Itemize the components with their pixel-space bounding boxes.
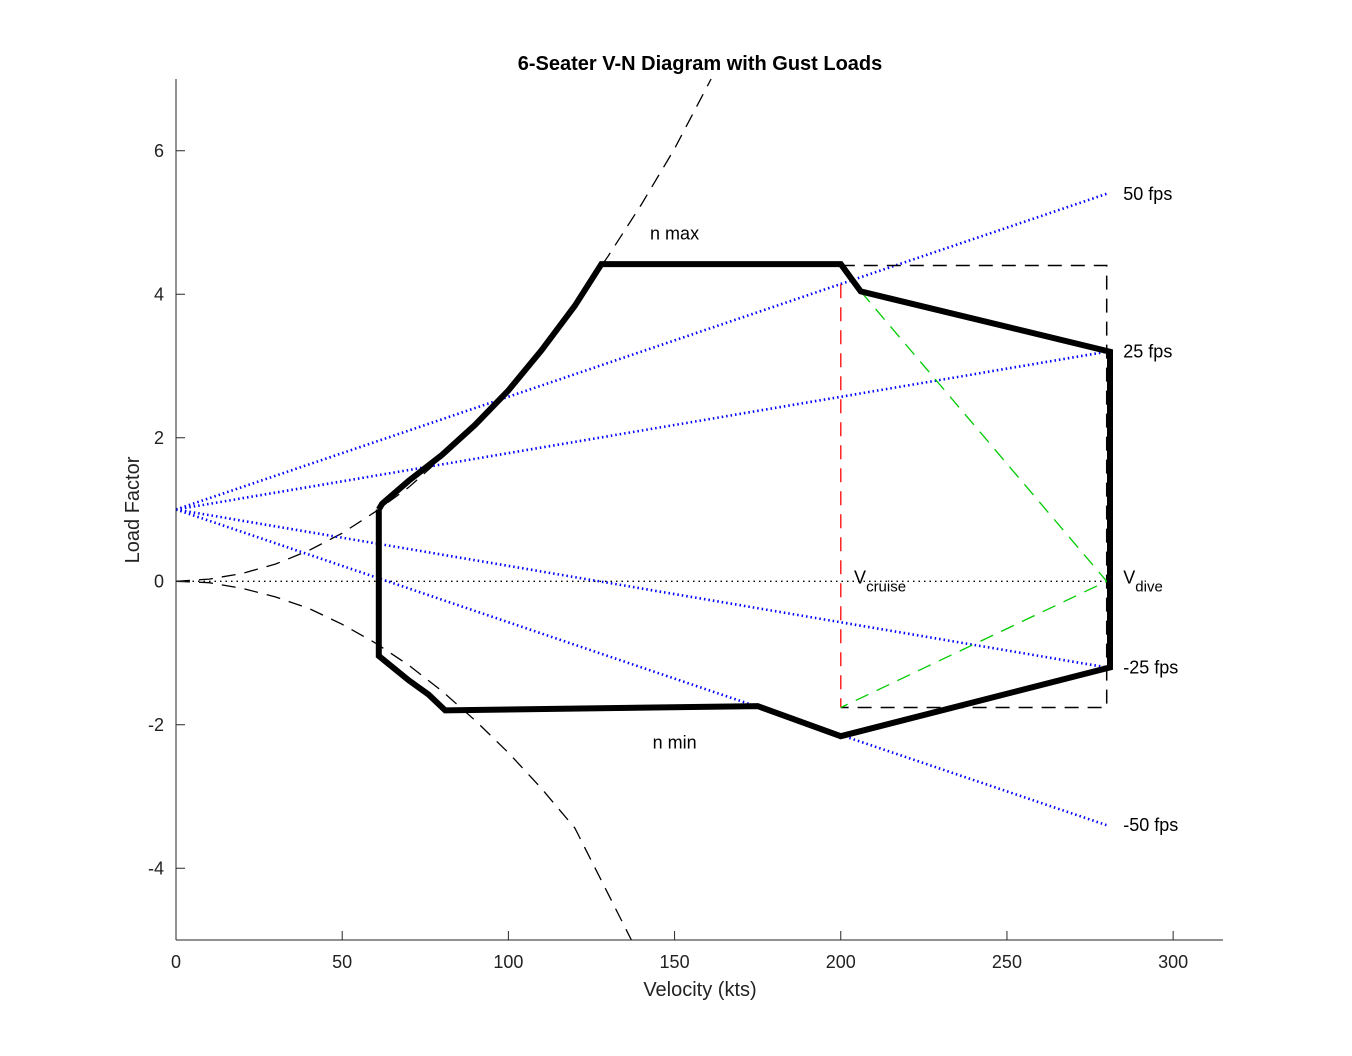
series-dive-lines-9 <box>840 290 1108 709</box>
chart-title: 6-Seater V-N Diagram with Gust Loads <box>518 53 883 75</box>
x-tick-label: 200 <box>826 952 856 972</box>
series-envelope-0 <box>375 261 1113 740</box>
annotation-label: 25 fps <box>1123 342 1172 362</box>
x-tick-label: 150 <box>660 952 690 972</box>
annotation-label: n min <box>653 733 697 753</box>
x-tick-label: 100 <box>493 952 523 972</box>
y-axis-label: Load Factor <box>122 456 144 563</box>
plot-annotations: n max n min 50 fps 25 fps -25 fps -50 fps Vcru… <box>650 184 1178 835</box>
y-tick-label: -2 <box>148 715 164 735</box>
y-tick-label: 6 <box>154 141 164 161</box>
v-cruise-label: Vcruise <box>854 567 906 595</box>
annotation-label: n max <box>650 223 699 243</box>
annotation-label: 50 fps <box>1123 184 1172 204</box>
x-tick-label: 50 <box>332 952 352 972</box>
series-gust-3 <box>175 192 1108 511</box>
x-axis-label: Velocity (kts) <box>643 979 756 1001</box>
y-tick-label: 0 <box>154 571 164 591</box>
x-tick-label: 300 <box>1158 952 1188 972</box>
series-gust-box-7 <box>840 264 1108 709</box>
plot-marks <box>175 78 1113 941</box>
plot-axes: 0 50 100 150 200 250 300 -4 -2 0 2 4 6 <box>148 79 1223 972</box>
series-gust-6 <box>175 508 1108 827</box>
y-tick-label: 2 <box>154 428 164 448</box>
annotation-label: -25 fps <box>1123 657 1178 677</box>
y-tick-label: 4 <box>154 284 164 304</box>
x-tick-label: 0 <box>171 952 181 972</box>
annotation-label: -50 fps <box>1123 815 1178 835</box>
v-dive-label: Vdive <box>1123 567 1163 595</box>
y-tick-label: -4 <box>148 858 164 878</box>
series-stall-curve-negative-2 <box>175 580 632 941</box>
x-tick-label: 250 <box>992 952 1022 972</box>
